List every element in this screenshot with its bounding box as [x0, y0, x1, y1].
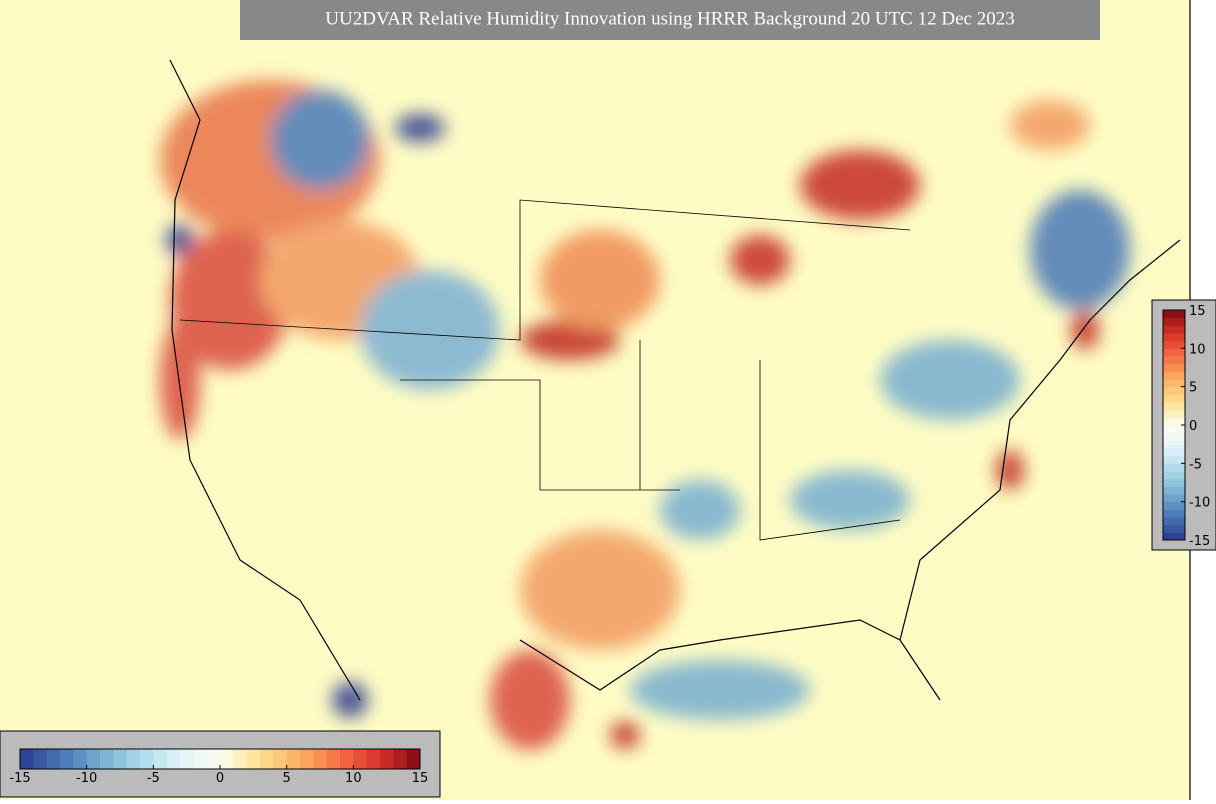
colorbar-bin [1163, 371, 1185, 380]
colorbar-bin [1163, 394, 1185, 403]
tick-label: 0 [1189, 419, 1197, 434]
colorbar-bin [1163, 494, 1185, 503]
colorbar-bin [1163, 532, 1185, 541]
colorbar-bin [300, 749, 314, 769]
colorbar-bin [1163, 471, 1185, 480]
colorbar-bin [33, 749, 48, 769]
title-box [240, 0, 1100, 40]
colorbar-bin [1163, 509, 1185, 518]
colorbar-bin [113, 749, 128, 769]
colorbar-bin [1163, 455, 1185, 464]
colorbar-bin [166, 749, 181, 769]
colorbar-bin [260, 749, 274, 769]
colorbar-bin [393, 749, 408, 769]
tick-label: 10 [1189, 342, 1206, 357]
colorbar-bin [1163, 501, 1185, 510]
colorbar-bin [1163, 417, 1185, 426]
colorbar-bin [1163, 486, 1185, 495]
colorbar-bin [46, 749, 61, 769]
tick-label: -15 [9, 771, 30, 786]
colorbar-bin [193, 749, 208, 769]
colorbar-bin [326, 749, 341, 769]
colorbar-bin [1163, 317, 1185, 326]
colorbar-bin [126, 749, 141, 769]
tick-label: -5 [147, 771, 160, 786]
colorbar-bin [1163, 524, 1185, 533]
colorbar-bin [60, 749, 74, 769]
colorbar-bin [353, 749, 368, 769]
tick-label: 5 [1189, 381, 1197, 396]
colorbar-bin [1163, 448, 1185, 457]
colorbar-bin [1163, 356, 1185, 365]
colorbar-bin [100, 749, 114, 769]
colorbar-bin [1163, 463, 1185, 472]
colorbar-bin [286, 749, 301, 769]
colorbar-bin [1163, 425, 1185, 434]
colorbar-bin [1163, 348, 1185, 357]
colorbar-bin [220, 749, 234, 769]
colorbar-bin [153, 749, 168, 769]
colorbar-bin [1163, 340, 1185, 349]
colorbar-bin [206, 749, 221, 769]
tick-label: 15 [412, 771, 429, 786]
colorbar-bin [406, 749, 421, 769]
tick-label: -15 [1189, 534, 1210, 549]
colorbar-bin [140, 749, 154, 769]
colorbar-bin [1163, 363, 1185, 372]
colorbar-bin [380, 749, 394, 769]
colorbar-horizontal: -15 -10 -5 0 5 10 15 [9, 748, 429, 786]
colorbar-bin [1163, 402, 1185, 411]
colorbar-bin [1163, 325, 1185, 334]
colorbar-bin [86, 749, 101, 769]
tick-label: -5 [1189, 457, 1202, 472]
colorbar-bin [366, 749, 381, 769]
tick-label: 15 [1189, 304, 1206, 319]
colorbar-bin [313, 749, 328, 769]
colorbar-bin [246, 749, 261, 769]
colorbar-bin [1163, 333, 1185, 342]
colorbar-bin [73, 749, 88, 769]
colorbar-bin [1163, 409, 1185, 418]
tick-label: -10 [76, 771, 97, 786]
map [0, 0, 1190, 800]
colorbar-bin [273, 749, 288, 769]
tick-label: 0 [216, 771, 224, 786]
colorbar-bin [180, 749, 194, 769]
colorbar-bin [1163, 379, 1185, 388]
colorbar-bin [340, 749, 354, 769]
tick-label: 5 [283, 771, 291, 786]
map-title: UU2DVAR Relative Humidity Innovation usi… [325, 8, 1014, 29]
colorbar-bin [1163, 386, 1185, 395]
colorbar-bin [1163, 478, 1185, 487]
colorbar-vertical: -15 -10 -5 0 5 10 15 [1162, 304, 1210, 549]
colorbar-bin [1163, 310, 1185, 319]
colorbar-bin [1163, 432, 1185, 441]
colorbar-bin [1163, 440, 1185, 449]
tick-label: 10 [345, 771, 362, 786]
colorbar-bin [1163, 517, 1185, 526]
colorbar-bin [20, 749, 34, 769]
colorbar-bin [233, 749, 248, 769]
tick-label: -10 [1189, 496, 1210, 511]
